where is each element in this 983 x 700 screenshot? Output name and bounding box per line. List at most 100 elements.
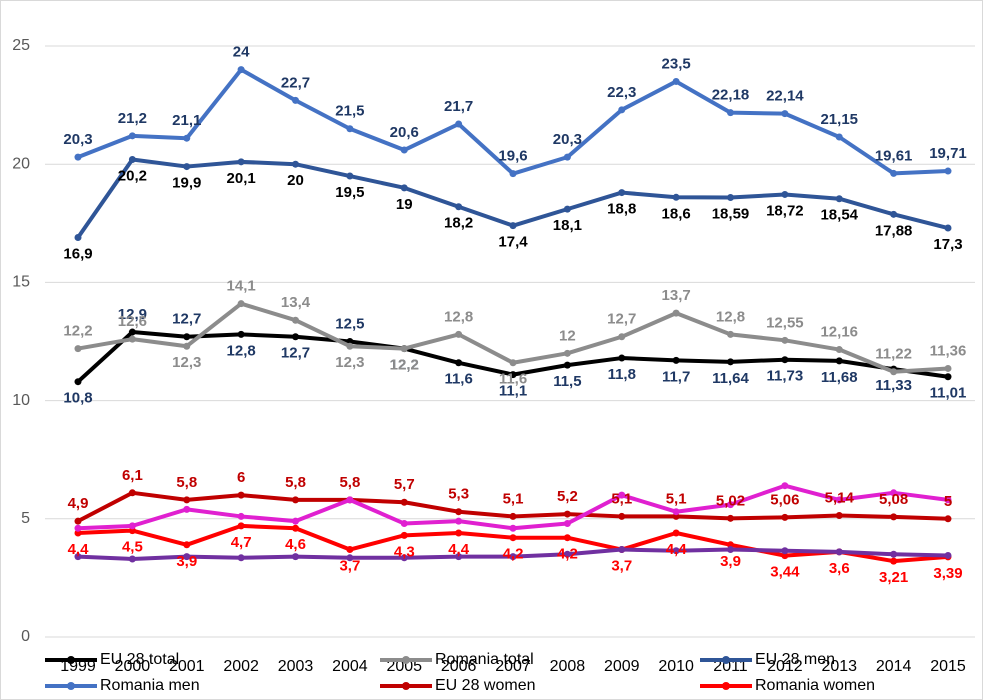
point xyxy=(781,110,789,118)
data-label: 4,4 xyxy=(448,541,470,558)
point xyxy=(509,359,517,367)
point xyxy=(400,184,408,192)
point xyxy=(618,491,626,499)
point xyxy=(944,364,952,372)
point xyxy=(727,501,734,509)
point xyxy=(672,547,680,555)
legend-marker xyxy=(67,682,75,690)
point xyxy=(237,66,245,74)
data-label: 23,5 xyxy=(662,55,691,72)
point xyxy=(890,550,898,558)
data-label: 19,61 xyxy=(875,147,913,164)
data-label: 24 xyxy=(233,44,250,61)
y-tick-label: 10 xyxy=(12,392,30,409)
data-label: 22,18 xyxy=(712,87,750,104)
point xyxy=(237,158,245,166)
data-label: 22,14 xyxy=(766,88,804,105)
x-tick-label: 2004 xyxy=(332,658,368,675)
point xyxy=(400,345,408,353)
data-label: 3,6 xyxy=(829,560,850,577)
point xyxy=(618,512,626,520)
point xyxy=(835,548,843,556)
point xyxy=(237,300,245,308)
x-tick-label: 2001 xyxy=(169,658,205,675)
legend-label: Romania total xyxy=(435,651,534,668)
data-label: 12,7 xyxy=(281,345,310,362)
point xyxy=(455,508,463,516)
point xyxy=(183,505,191,513)
point xyxy=(781,190,789,198)
point xyxy=(128,555,136,563)
x-tick-label: 2015 xyxy=(930,658,966,675)
data-label: 5 xyxy=(944,493,952,510)
point xyxy=(292,524,299,532)
data-label: 5,1 xyxy=(666,490,687,507)
point xyxy=(563,153,571,161)
point xyxy=(672,529,680,537)
point xyxy=(781,336,789,344)
point xyxy=(672,309,680,317)
point xyxy=(781,356,789,364)
point xyxy=(944,551,952,559)
point xyxy=(618,546,626,554)
y-tick-label: 0 xyxy=(21,628,30,645)
data-label: 5,1 xyxy=(503,490,524,507)
data-label: 21,1 xyxy=(172,112,201,129)
point xyxy=(509,553,517,561)
point xyxy=(455,330,463,338)
data-label: 12,7 xyxy=(172,311,201,328)
point xyxy=(237,491,245,499)
legend-label: Romania men xyxy=(100,677,200,694)
point xyxy=(781,513,789,521)
x-tick-label: 2008 xyxy=(550,658,586,675)
point xyxy=(890,489,898,497)
point xyxy=(618,333,626,341)
data-label: 11,64 xyxy=(712,370,749,387)
data-label: 18,72 xyxy=(766,202,804,219)
data-label: 18,59 xyxy=(712,206,750,223)
point xyxy=(128,335,136,343)
data-label: 20,1 xyxy=(227,170,256,187)
data-label: 4,3 xyxy=(394,543,415,560)
data-label: 3,21 xyxy=(879,569,908,586)
point xyxy=(183,496,191,504)
point xyxy=(618,354,626,362)
data-label: 17,88 xyxy=(875,222,913,239)
data-label: 18,1 xyxy=(553,217,582,234)
point xyxy=(183,333,191,341)
data-label: 12,2 xyxy=(390,357,419,374)
legend-label: EU 28 women xyxy=(435,677,536,694)
point xyxy=(781,482,789,490)
data-label: 18,54 xyxy=(820,207,858,224)
legend-label: Romania women xyxy=(755,677,875,694)
point xyxy=(292,160,299,168)
data-label: 3,44 xyxy=(770,564,800,581)
y-tick-label: 5 xyxy=(21,510,30,527)
data-label: 12,3 xyxy=(335,354,364,371)
data-label: 11,5 xyxy=(553,373,581,390)
point xyxy=(400,146,408,154)
point xyxy=(618,106,626,114)
data-label: 19,6 xyxy=(498,148,527,165)
data-label: 21,15 xyxy=(820,111,858,128)
point xyxy=(128,328,136,336)
point xyxy=(74,345,82,353)
point xyxy=(835,195,843,203)
data-label: 12,5 xyxy=(335,315,364,332)
data-label: 16,9 xyxy=(63,245,92,262)
point xyxy=(509,170,517,178)
point xyxy=(183,163,191,171)
point xyxy=(400,498,408,506)
data-label: 18,6 xyxy=(662,205,691,222)
point xyxy=(128,132,136,140)
point xyxy=(509,371,517,379)
data-label: 21,5 xyxy=(335,103,364,120)
point xyxy=(237,512,245,520)
point xyxy=(944,496,952,504)
point xyxy=(74,233,82,241)
point xyxy=(292,333,299,341)
data-label: 19,5 xyxy=(335,184,364,201)
point xyxy=(292,96,299,104)
legend-label: EU 28 men xyxy=(755,651,835,668)
data-label: 4,4 xyxy=(68,541,90,558)
